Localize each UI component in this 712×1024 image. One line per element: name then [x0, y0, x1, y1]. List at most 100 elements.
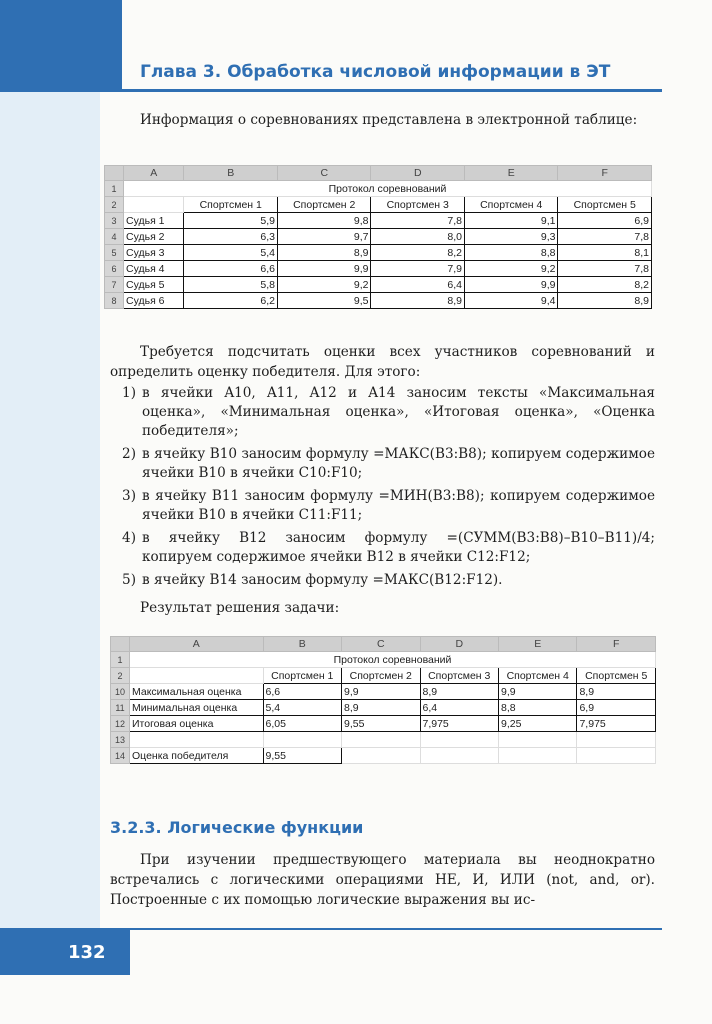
- column-header[interactable]: B: [262, 636, 343, 652]
- label-cell[interactable]: Судья 3: [122, 244, 185, 261]
- column-header[interactable]: A: [129, 636, 264, 652]
- column-header[interactable]: D: [419, 636, 499, 652]
- value-cell[interactable]: 8,9: [557, 292, 652, 309]
- winner-value-cell[interactable]: 9,55: [262, 747, 343, 764]
- empty-cell[interactable]: [576, 747, 656, 764]
- label-cell[interactable]: Итоговая оценка: [129, 715, 264, 732]
- row-header[interactable]: 2: [104, 196, 124, 213]
- value-cell[interactable]: 5,8: [183, 276, 278, 293]
- value-cell[interactable]: 5,4: [183, 244, 278, 261]
- value-cell[interactable]: 7,8: [557, 260, 652, 277]
- column-header[interactable]: F: [576, 636, 656, 652]
- empty-cell[interactable]: [419, 747, 499, 764]
- empty-cell[interactable]: [419, 731, 499, 748]
- label-cell[interactable]: Оценка победителя: [129, 747, 264, 764]
- row-header[interactable]: 3: [104, 212, 124, 229]
- column-header[interactable]: B: [183, 165, 278, 181]
- select-all-corner[interactable]: [104, 165, 124, 181]
- empty-cell[interactable]: [129, 731, 264, 748]
- value-cell[interactable]: 6,05: [262, 715, 343, 732]
- row-header[interactable]: 7: [104, 276, 124, 293]
- row-header[interactable]: 13: [110, 731, 130, 748]
- value-cell[interactable]: 7,975: [576, 715, 656, 732]
- column-header[interactable]: D: [370, 165, 465, 181]
- header-cell[interactable]: [122, 196, 185, 213]
- label-cell[interactable]: Судья 1: [122, 212, 185, 229]
- label-cell[interactable]: Судья 2: [122, 228, 185, 245]
- label-cell[interactable]: Максимальная оценка: [129, 683, 264, 700]
- table-title-cell[interactable]: Протокол соревнований: [129, 651, 656, 668]
- value-cell[interactable]: 6,4: [419, 699, 499, 716]
- column-header[interactable]: C: [276, 165, 372, 181]
- value-cell[interactable]: 9,4: [463, 292, 559, 309]
- label-cell[interactable]: Судья 6: [122, 292, 185, 309]
- column-header[interactable]: F: [557, 165, 652, 181]
- value-cell[interactable]: 9,9: [497, 683, 578, 700]
- value-cell[interactable]: 8,9: [341, 699, 421, 716]
- header-cell[interactable]: Спортсмен 3: [370, 196, 465, 213]
- row-header[interactable]: 8: [104, 292, 124, 309]
- empty-cell[interactable]: [341, 731, 421, 748]
- header-cell[interactable]: Спортсмен 5: [576, 667, 656, 684]
- header-cell[interactable]: Спортсмен 3: [419, 667, 499, 684]
- value-cell[interactable]: 8,2: [557, 276, 652, 293]
- value-cell[interactable]: 5,4: [262, 699, 343, 716]
- value-cell[interactable]: 9,8: [276, 212, 372, 229]
- select-all-corner[interactable]: [110, 636, 130, 652]
- label-cell[interactable]: Судья 5: [122, 276, 185, 293]
- row-header[interactable]: 5: [104, 244, 124, 261]
- value-cell[interactable]: 6,4: [370, 276, 465, 293]
- row-header[interactable]: 2: [110, 667, 130, 684]
- value-cell[interactable]: 9,2: [463, 260, 559, 277]
- value-cell[interactable]: 8,9: [419, 683, 499, 700]
- row-header[interactable]: 1: [110, 651, 130, 668]
- table-title-cell[interactable]: Протокол соревнований: [123, 180, 652, 197]
- empty-cell[interactable]: [341, 747, 421, 764]
- value-cell[interactable]: 9,5: [276, 292, 372, 309]
- value-cell[interactable]: 5,9: [183, 212, 278, 229]
- column-header[interactable]: C: [341, 636, 421, 652]
- value-cell[interactable]: 6,9: [576, 699, 656, 716]
- value-cell[interactable]: 6,3: [183, 228, 278, 245]
- row-header[interactable]: 4: [104, 228, 124, 245]
- header-cell[interactable]: Спортсмен 1: [183, 196, 278, 213]
- header-cell[interactable]: Спортсмен 4: [463, 196, 559, 213]
- column-header[interactable]: E: [463, 165, 559, 181]
- header-cell[interactable]: Спортсмен 5: [557, 196, 652, 213]
- value-cell[interactable]: 9,7: [276, 228, 372, 245]
- value-cell[interactable]: 9,55: [341, 715, 421, 732]
- value-cell[interactable]: 7,975: [419, 715, 499, 732]
- header-cell[interactable]: Спортсмен 2: [276, 196, 372, 213]
- value-cell[interactable]: 8,9: [276, 244, 372, 261]
- value-cell[interactable]: 7,8: [370, 212, 465, 229]
- header-cell[interactable]: Спортсмен 1: [262, 667, 343, 684]
- value-cell[interactable]: 9,25: [497, 715, 578, 732]
- value-cell[interactable]: 8,2: [370, 244, 465, 261]
- value-cell[interactable]: 6,6: [183, 260, 278, 277]
- row-header[interactable]: 10: [110, 683, 130, 700]
- empty-cell[interactable]: [497, 747, 578, 764]
- value-cell[interactable]: 9,1: [463, 212, 559, 229]
- value-cell[interactable]: 9,2: [276, 276, 372, 293]
- value-cell[interactable]: 6,6: [262, 683, 343, 700]
- row-header[interactable]: 1: [104, 180, 124, 197]
- value-cell[interactable]: 8,9: [576, 683, 656, 700]
- value-cell[interactable]: 9,9: [276, 260, 372, 277]
- value-cell[interactable]: 8,8: [463, 244, 559, 261]
- empty-cell[interactable]: [262, 731, 343, 748]
- column-header[interactable]: A: [122, 165, 185, 181]
- value-cell[interactable]: 6,9: [557, 212, 652, 229]
- header-cell[interactable]: [129, 667, 264, 684]
- value-cell[interactable]: 9,9: [341, 683, 421, 700]
- value-cell[interactable]: 9,3: [463, 228, 559, 245]
- value-cell[interactable]: 7,9: [370, 260, 465, 277]
- empty-cell[interactable]: [497, 731, 578, 748]
- row-header[interactable]: 12: [110, 715, 130, 732]
- value-cell[interactable]: 8,9: [370, 292, 465, 309]
- row-header[interactable]: 11: [110, 699, 130, 716]
- value-cell[interactable]: 7,8: [557, 228, 652, 245]
- label-cell[interactable]: Судья 4: [122, 260, 185, 277]
- value-cell[interactable]: 8,8: [497, 699, 578, 716]
- header-cell[interactable]: Спортсмен 4: [497, 667, 578, 684]
- column-header[interactable]: E: [497, 636, 578, 652]
